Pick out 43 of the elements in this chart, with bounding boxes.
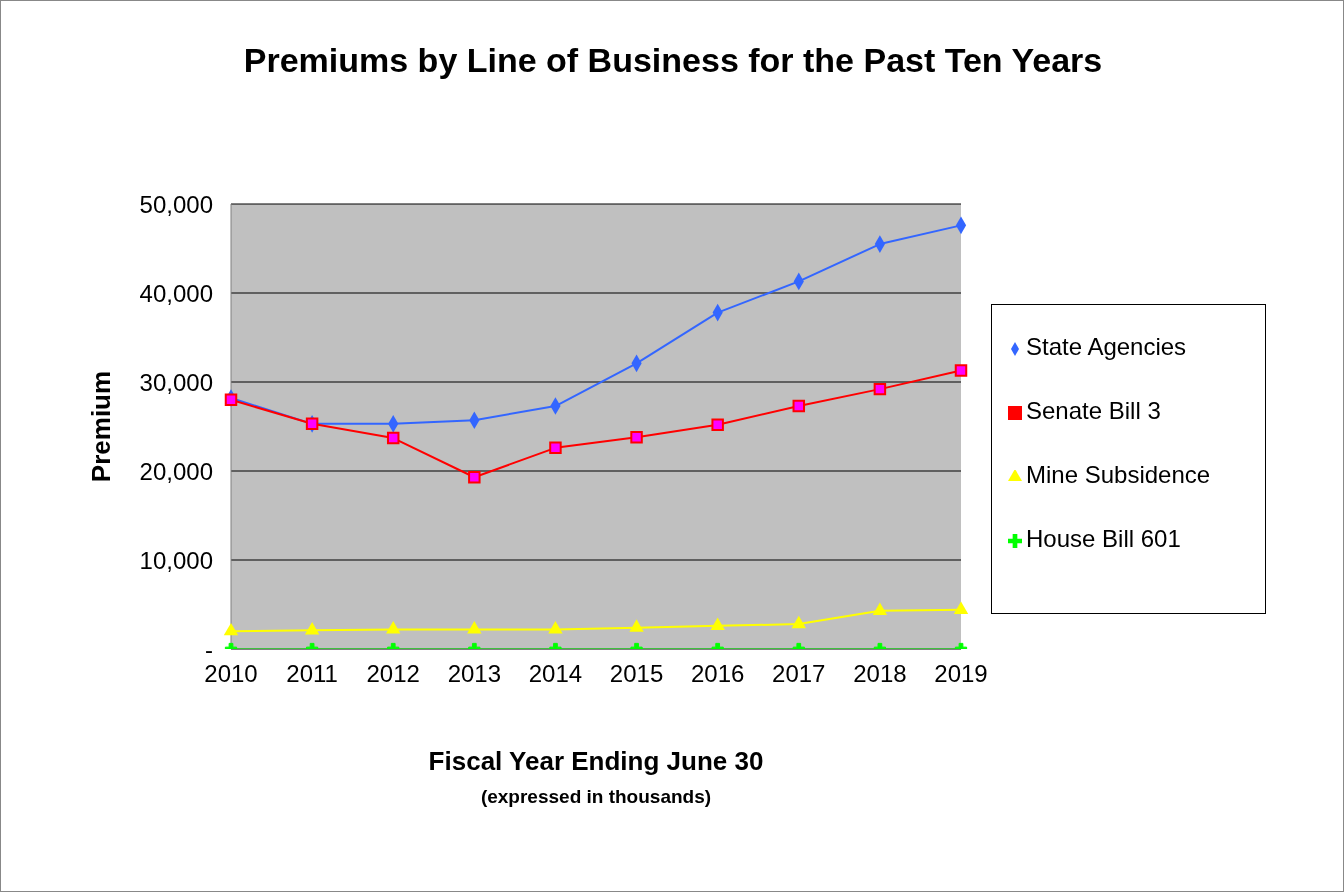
chart-title: Premiums by Line of Business for the Past Ten Years bbox=[242, 41, 1104, 80]
y-tick-label: - bbox=[205, 635, 213, 663]
y-axis-title: Premium bbox=[86, 370, 117, 483]
point bbox=[710, 617, 725, 631]
point bbox=[386, 431, 400, 445]
x-tick-label: 2015 bbox=[609, 660, 664, 688]
point bbox=[386, 621, 401, 634]
y-tick-label: 50,000 bbox=[139, 190, 213, 218]
point bbox=[791, 615, 806, 629]
point bbox=[953, 601, 969, 614]
point bbox=[711, 418, 724, 431]
x-tick-label: 2013 bbox=[447, 660, 502, 688]
legend-label: House Bill 601 bbox=[1026, 525, 1181, 552]
point bbox=[468, 470, 481, 484]
legend-label: Mine Subsidence bbox=[1026, 461, 1211, 488]
point bbox=[224, 393, 238, 407]
legend-label: Senate Bill 3 bbox=[1026, 397, 1161, 424]
text: (expressed in thousands) bbox=[479, 786, 713, 808]
point bbox=[467, 621, 482, 634]
x-tick-label: 2014 bbox=[528, 660, 583, 688]
y-tick-label: 20,000 bbox=[139, 457, 213, 485]
point bbox=[873, 382, 887, 396]
x-tick-label: 2018 bbox=[853, 660, 907, 688]
point bbox=[223, 622, 239, 636]
point bbox=[954, 364, 968, 377]
point bbox=[304, 621, 320, 635]
x-axis-title: Fiscal Year Ending June 30 bbox=[427, 746, 765, 777]
point bbox=[629, 619, 644, 632]
x-tick-label: 2019 bbox=[934, 660, 988, 688]
point bbox=[792, 399, 806, 413]
x-tick-label: 2011 bbox=[286, 660, 338, 688]
y-tick-label: 40,000 bbox=[139, 279, 213, 307]
y-tick-label: 30,000 bbox=[139, 368, 213, 396]
point bbox=[872, 602, 888, 615]
x-tick-label: 2016 bbox=[690, 660, 745, 688]
point bbox=[549, 441, 562, 455]
legend-label: State Agencies bbox=[1026, 333, 1187, 360]
point bbox=[548, 621, 563, 634]
y-tick-label: 10,000 bbox=[139, 546, 213, 574]
point bbox=[630, 430, 643, 444]
x-tick-label: 2010 bbox=[204, 660, 258, 688]
x-tick-label: 2012 bbox=[366, 660, 420, 688]
x-tick-label: 2017 bbox=[772, 660, 826, 688]
